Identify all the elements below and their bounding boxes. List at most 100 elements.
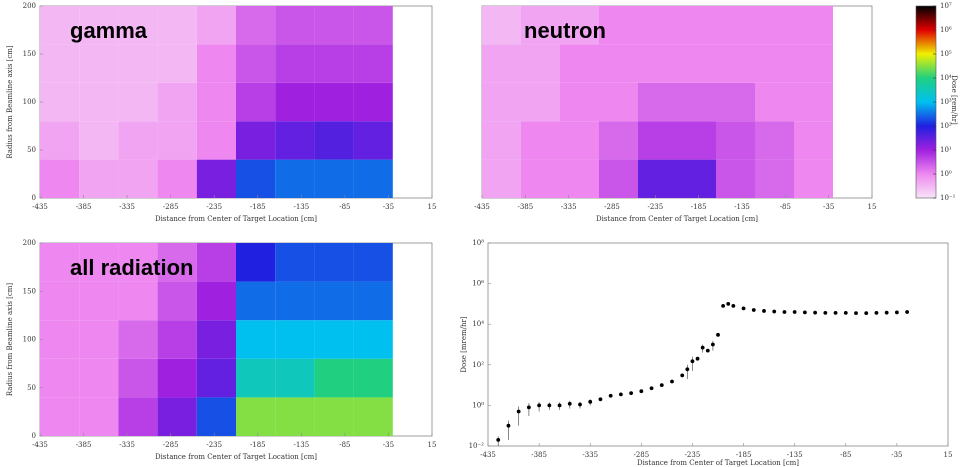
y-tick-label: 100 — [23, 98, 36, 106]
heat-cell — [638, 44, 677, 83]
data-point — [685, 367, 690, 372]
x-tick-label: -185 — [736, 451, 752, 459]
x-tick-label: -435 — [32, 441, 48, 449]
data-point — [726, 302, 731, 306]
x-tick-label: -285 — [604, 203, 620, 211]
x-tick-label: -135 — [293, 441, 309, 449]
heat-cell — [40, 243, 80, 282]
panel-label: neutron — [524, 18, 606, 43]
heat-cell — [353, 358, 393, 398]
data-point — [772, 309, 777, 314]
data-point — [894, 310, 899, 315]
heat-cell — [677, 159, 716, 198]
data-point — [716, 332, 720, 337]
heat-cell — [157, 159, 197, 198]
data-point — [690, 359, 695, 364]
heat-cell — [716, 6, 755, 45]
x-tick-label: -235 — [206, 441, 222, 449]
heat-cell — [196, 281, 236, 321]
colorbar-tick-label: 10² — [940, 122, 952, 130]
heat-cell — [196, 82, 236, 122]
data-point — [833, 311, 838, 315]
data-point — [629, 391, 634, 396]
heat-cell — [755, 44, 794, 83]
data-point — [884, 310, 889, 315]
x-tick-label: -285 — [163, 441, 179, 449]
x-tick-label: -135 — [787, 451, 803, 459]
heat-cell — [118, 243, 158, 282]
x-tick-label: -85 — [339, 441, 350, 449]
heat-cell — [236, 320, 276, 359]
x-tick-label: -435 — [32, 203, 48, 211]
heat-cell — [716, 159, 755, 198]
heat-cell — [521, 121, 560, 160]
heat-cell — [560, 121, 599, 160]
heat-cell — [40, 397, 80, 436]
heat-cell — [236, 243, 276, 282]
panel: -435 -385 -335 -285 -235 -185 -135 -85 -35 15 10⁻²… — [460, 239, 952, 467]
data-point — [741, 306, 746, 311]
colorbar-tick-label: 10¹ — [940, 146, 952, 154]
heat-cell — [677, 44, 716, 83]
heat-cell — [275, 44, 315, 83]
data-point — [864, 311, 869, 316]
heat-cell — [716, 82, 755, 122]
y-tick-label: 50 — [27, 146, 36, 154]
heat-cell — [40, 121, 80, 160]
data-point — [618, 392, 623, 397]
x-tick-label: -435 — [480, 451, 496, 459]
x-tick-label: -85 — [780, 203, 791, 211]
heat-cell — [40, 358, 80, 398]
heat-cell — [353, 82, 393, 122]
heat-cell — [275, 159, 315, 198]
heat-cell — [482, 82, 521, 122]
heat-cell — [196, 6, 236, 45]
data-point — [547, 403, 552, 408]
heat-cell — [353, 243, 393, 282]
heat-cell — [755, 82, 794, 122]
data-point — [721, 303, 726, 308]
data-point — [874, 311, 879, 315]
panel: gamma -435 -385 -335 -285 -235 -185 -135 -85 -35 1… — [6, 2, 436, 223]
heat-cell — [794, 121, 833, 160]
heat-cell — [79, 397, 119, 436]
colorbar-tick-label: 10⁻¹ — [940, 194, 956, 202]
data-point — [608, 393, 613, 398]
x-tick-label: -335 — [561, 203, 577, 211]
heat-cell — [157, 281, 197, 321]
heat-cell — [118, 159, 158, 198]
heat-cell — [521, 6, 560, 45]
heat-cell — [118, 121, 158, 160]
x-tick-label: -335 — [119, 441, 135, 449]
data-point — [700, 345, 705, 350]
colorbar-tick-label: 10⁴ — [940, 74, 952, 82]
x-axis-label: Distance from Center of Target Location … — [155, 215, 317, 223]
heat-cell — [599, 6, 638, 45]
heat-cell — [79, 358, 119, 398]
heat-cell — [79, 6, 119, 45]
heat-cell — [157, 6, 197, 45]
heat-cell — [196, 320, 236, 359]
heat-cell — [236, 82, 276, 122]
y-tick-label: 200 — [23, 2, 36, 10]
heat-cell — [275, 82, 315, 122]
heat-cell — [677, 121, 716, 160]
heat-cell — [236, 121, 276, 160]
x-tick-label: 15 — [868, 203, 877, 211]
heat-cell — [353, 159, 393, 198]
y-tick-label: 10⁶ — [472, 280, 484, 288]
data-point — [659, 383, 664, 387]
heat-cell — [118, 320, 158, 359]
heat-cell — [755, 121, 794, 160]
heat-cell — [638, 159, 677, 198]
x-axis-label: Distance from Center of Target Location … — [637, 459, 799, 467]
plot-area — [487, 242, 949, 447]
heat-cell — [353, 397, 393, 436]
heat-cell — [560, 159, 599, 198]
heat-cell — [196, 243, 236, 282]
x-tick-label: 15 — [428, 203, 437, 211]
heat-cell — [236, 44, 276, 83]
x-tick-label: -35 — [891, 451, 902, 459]
heat-cell — [275, 358, 315, 398]
x-tick-label: -385 — [76, 203, 92, 211]
